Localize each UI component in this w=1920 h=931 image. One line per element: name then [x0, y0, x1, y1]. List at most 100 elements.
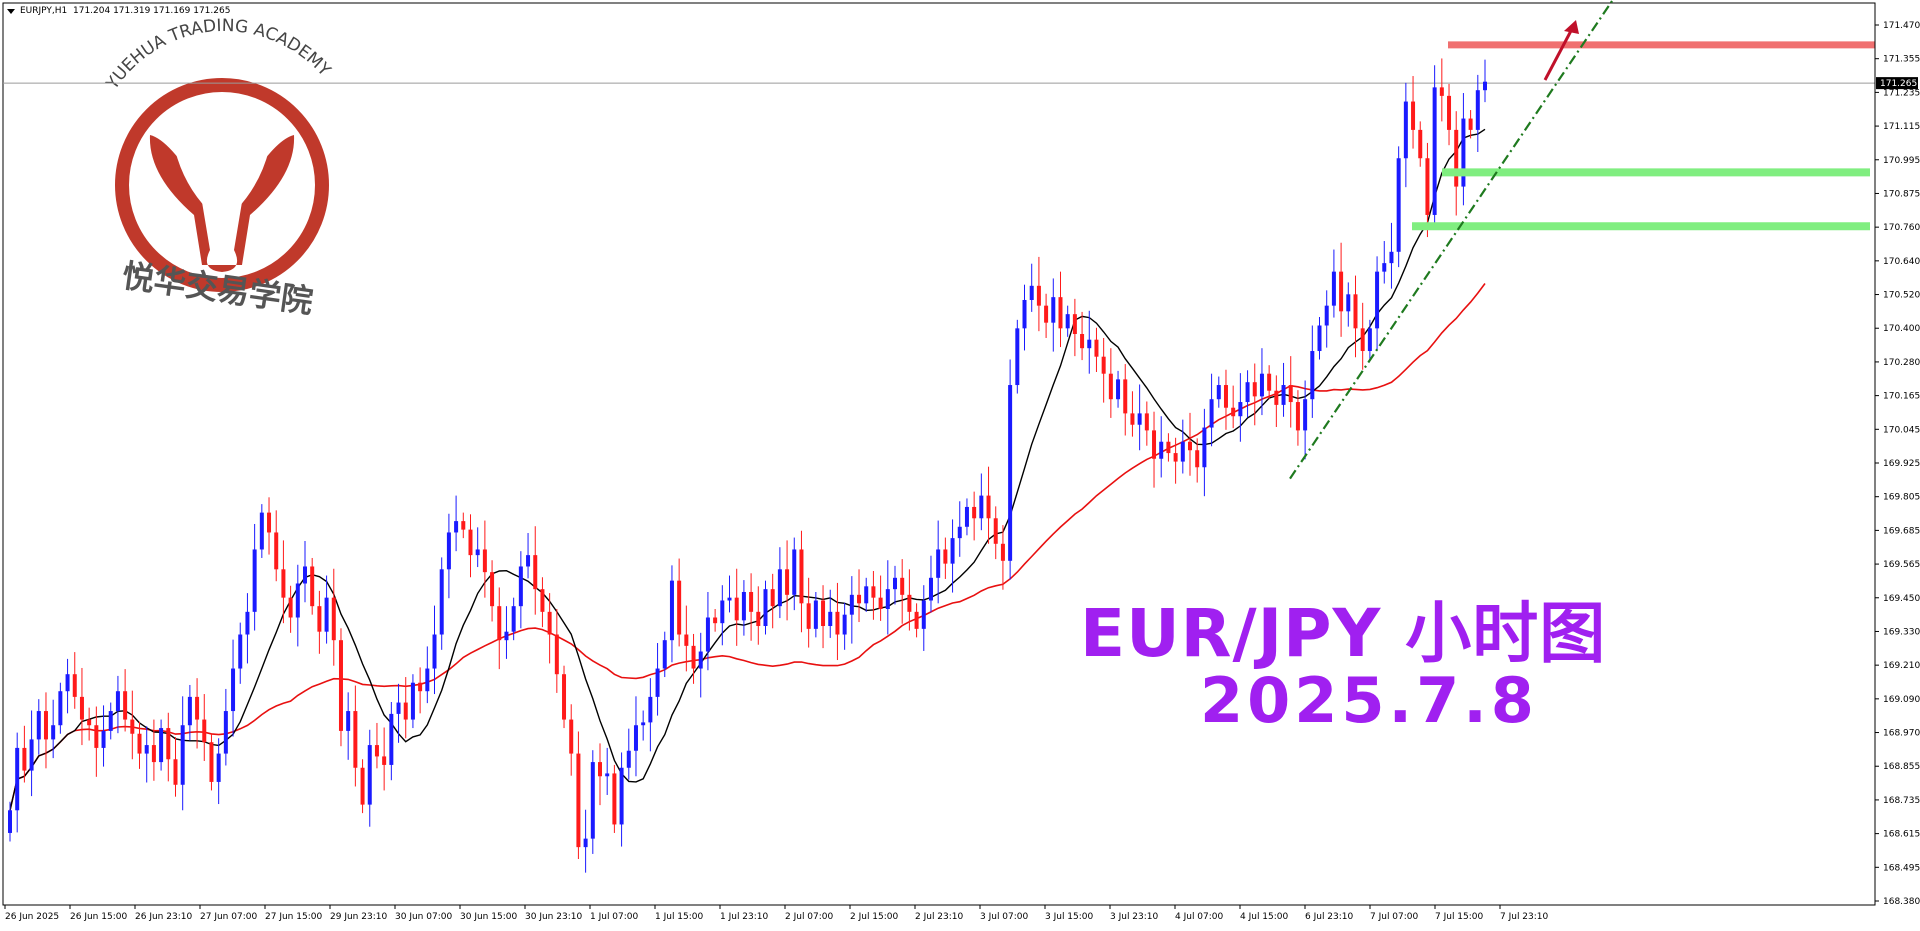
candle-down	[598, 762, 602, 777]
candle-up	[238, 634, 243, 669]
candle-down	[1152, 430, 1157, 459]
candle-down	[972, 506, 977, 519]
candle-up	[108, 711, 113, 731]
candle-up	[526, 555, 531, 567]
price-tick-label: 169.805	[1883, 493, 1920, 503]
candle-up	[641, 722, 646, 726]
time-tick-label: 1 Jul 07:00	[590, 912, 639, 922]
candle-up	[1367, 328, 1372, 352]
price-tick-label: 170.520	[1883, 291, 1920, 301]
overlay-title: EUR/JPY 小时图	[1080, 595, 1607, 672]
candle-down	[1439, 87, 1444, 96]
symbol-label: EURJPY,H1	[20, 6, 68, 16]
candle-down	[1252, 382, 1257, 397]
candle-down	[907, 594, 912, 612]
time-tick-label: 6 Jul 23:10	[1305, 912, 1354, 922]
candle-up	[979, 495, 984, 519]
candle-down	[857, 594, 862, 604]
candle-down	[1274, 390, 1279, 405]
time-tick-label: 27 Jun 15:00	[265, 912, 322, 922]
candle-down	[770, 589, 775, 607]
candle-up	[475, 549, 480, 556]
candle-down	[1360, 328, 1365, 352]
candle-down	[1000, 543, 1005, 561]
candle-up	[101, 730, 106, 748]
candle-down	[1036, 285, 1041, 306]
candle-up	[187, 696, 192, 726]
price-axis[interactable]: 171.470 171.355 171.235 171.115 170.995 170.8…	[1874, 3, 1920, 907]
candle-down	[151, 745, 156, 763]
price-tick-label: 168.970	[1883, 729, 1920, 739]
candle-up	[720, 600, 725, 624]
fast-ma-line	[9, 128, 1486, 811]
candle-up	[51, 725, 56, 740]
price-tick-label: 170.875	[1883, 189, 1920, 199]
candle-up	[964, 506, 969, 527]
candle-up	[518, 566, 523, 607]
candle-up	[1202, 427, 1207, 468]
candle-up	[410, 682, 415, 720]
candle-down	[756, 611, 761, 627]
candle-up	[1116, 379, 1121, 400]
candle-down	[612, 773, 617, 825]
price-tick-label: 170.760	[1883, 223, 1920, 233]
price-tick-label: 170.640	[1883, 257, 1920, 267]
candle-down	[1295, 402, 1300, 431]
candle-down	[79, 696, 84, 720]
candle-down	[677, 580, 682, 635]
price-tick-label: 170.280	[1883, 358, 1920, 368]
candle-down	[497, 606, 502, 641]
candle-up	[303, 566, 307, 584]
candle-down	[482, 549, 487, 573]
candle-down	[353, 711, 358, 768]
candle-down	[785, 569, 790, 595]
candle-up	[928, 577, 933, 601]
candle-up	[813, 600, 818, 629]
candle-down	[1072, 314, 1077, 335]
candle-down	[382, 756, 387, 765]
trendline-dashdot	[1289, 0, 1615, 480]
candle-down	[749, 591, 754, 612]
candle-up	[1324, 305, 1329, 326]
time-tick-label: 7 Jul 23:10	[1500, 912, 1549, 922]
candle-up	[295, 583, 300, 618]
fast-moving-average	[9, 128, 1486, 811]
candlestick-series	[8, 58, 1487, 873]
candle-up	[1281, 385, 1286, 405]
candle-up	[885, 589, 890, 609]
candle-down	[274, 532, 279, 570]
candle-up	[1259, 373, 1264, 397]
candle-up	[1461, 118, 1466, 187]
candle-down	[1418, 129, 1423, 159]
chart-menu-icon[interactable]	[7, 9, 15, 14]
candle-down	[490, 572, 495, 607]
candle-down	[1454, 129, 1459, 187]
overlay-date: 2025.7.8	[1200, 664, 1538, 737]
candle-down	[562, 674, 567, 720]
candle-up	[1310, 351, 1315, 400]
candle-down	[1108, 373, 1113, 400]
candle-up	[504, 631, 509, 641]
candle-down	[1339, 271, 1344, 312]
price-tick-label: 169.685	[1883, 526, 1920, 536]
candle-down	[403, 702, 408, 720]
candle-up	[144, 745, 149, 754]
candle-up	[1403, 101, 1408, 159]
candle-down	[1353, 294, 1358, 329]
time-tick-label: 30 Jun 15:00	[460, 912, 517, 922]
time-axis[interactable]: 26 Jun 2025 26 Jun 15:00 26 Jun 23:10 27 Ju…	[3, 904, 1875, 922]
time-tick-label: 4 Jul 15:00	[1240, 912, 1289, 922]
candle-down	[1231, 407, 1236, 417]
candle-up	[648, 696, 653, 723]
up-arrow-shaft	[1543, 26, 1575, 81]
time-tick-label: 3 Jul 23:10	[1110, 912, 1159, 922]
candle-up	[1475, 90, 1480, 130]
price-tick-label: 168.495	[1883, 863, 1920, 873]
candle-up	[1317, 325, 1322, 352]
candle-up	[65, 674, 70, 692]
candle-up	[1015, 328, 1020, 386]
price-tick-label: 171.470	[1883, 21, 1920, 31]
candle-up	[15, 747, 20, 811]
